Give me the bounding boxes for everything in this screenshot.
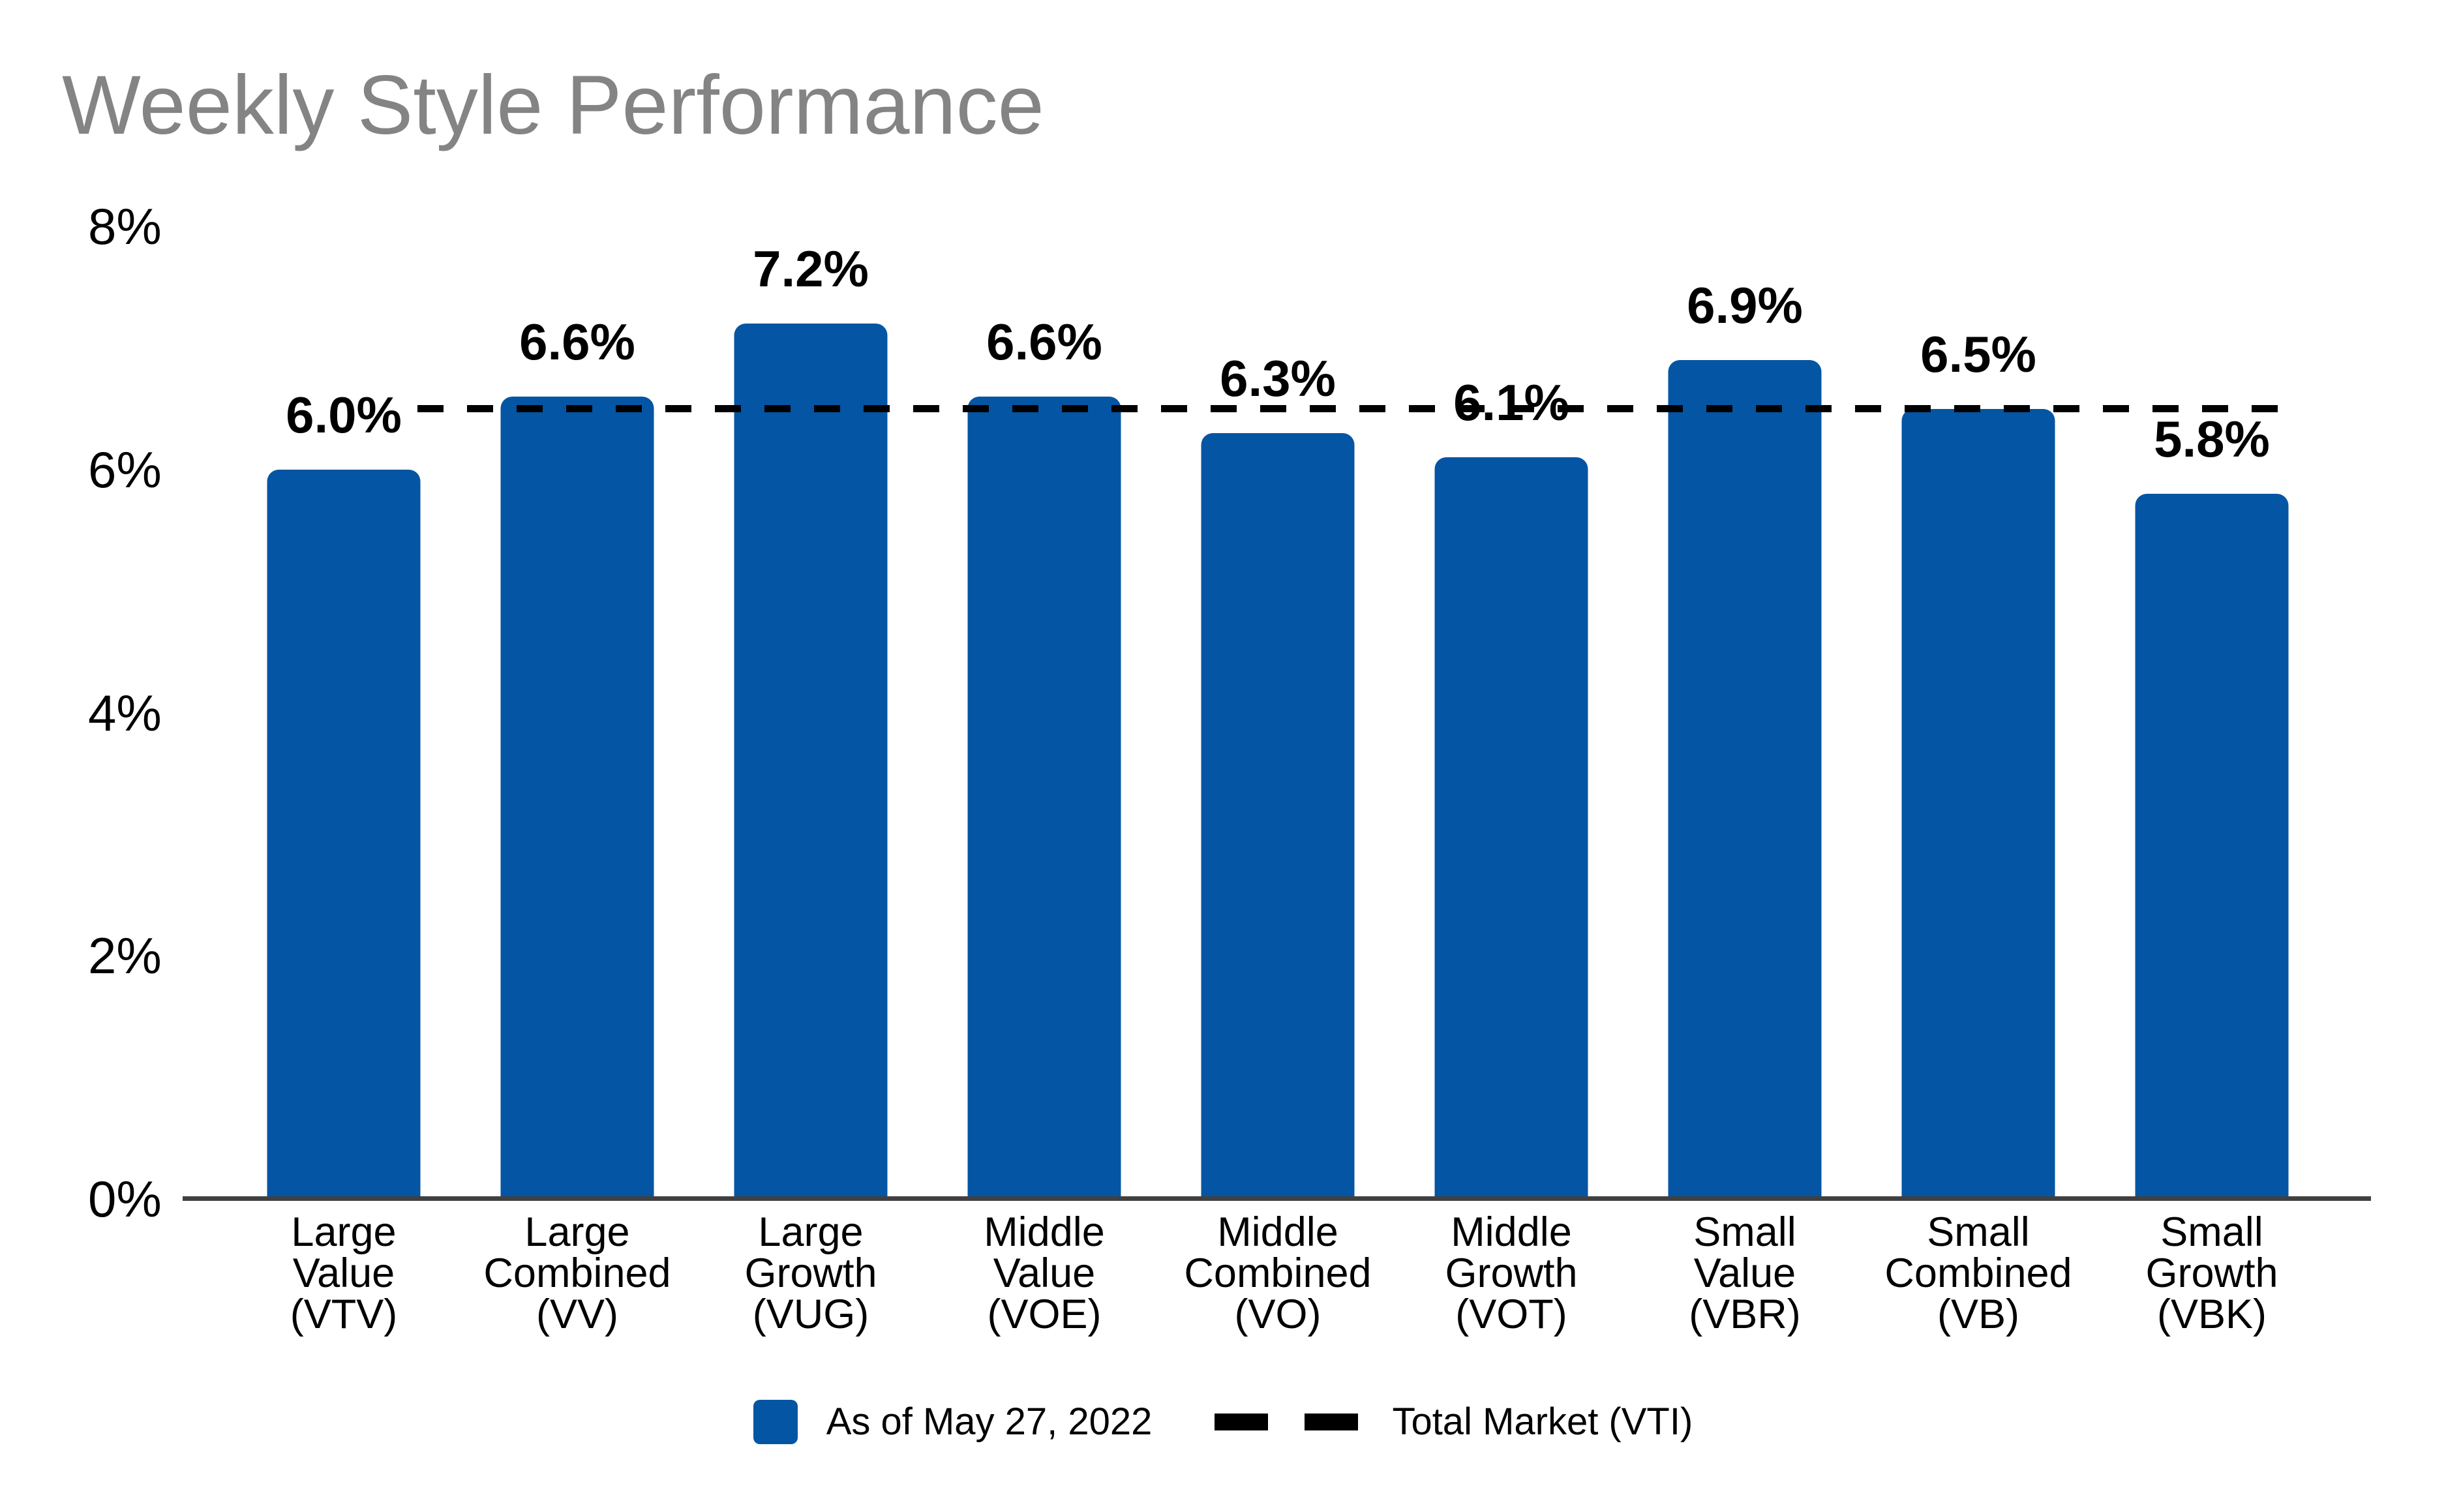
x-tick-label-line: (VV)	[536, 1292, 618, 1337]
total-market-reference-line	[417, 404, 2296, 412]
x-tick-label-line: Middle	[1451, 1209, 1572, 1255]
x-tick-label-line: Value	[292, 1250, 395, 1296]
bar-value-label: 5.8%	[2154, 410, 2270, 468]
x-tick-label: Small Growth (VBK)	[2095, 1212, 2329, 1335]
legend-bar-swatch-icon	[753, 1400, 798, 1444]
x-tick-label: Small Combined (VB)	[1862, 1212, 2095, 1335]
x-tick-label-line: Value	[1693, 1250, 1796, 1296]
bar-small-combined-vb	[1901, 408, 2055, 1199]
bar-large-combined-vv	[500, 396, 654, 1199]
bar-value-label: 6.6%	[986, 312, 1102, 370]
bar-value-label: 6.5%	[1920, 325, 2036, 383]
bar-middle-growth-vot	[1434, 457, 1588, 1199]
x-tick-label: Middle Growth (VOT)	[1395, 1212, 1628, 1335]
legend-line-label: Total Market (VTI)	[1392, 1400, 1693, 1443]
x-tick-label-line: Combined	[1184, 1250, 1372, 1296]
bar-column: 6.6%	[928, 226, 1161, 1199]
x-tick-label-line: Large	[291, 1209, 397, 1255]
plot-area: 6.0% 6.6% 7.2% 6.6% 6.3% 6.1% 6.9% 6.5% 5.8%	[183, 226, 2371, 1201]
bar-small-growth-vbk	[2135, 494, 2289, 1199]
y-tick-label: 8%	[88, 198, 162, 255]
x-tick-label-line: (VUG)	[752, 1292, 869, 1337]
bar-large-value-vtv	[267, 469, 421, 1199]
x-tick-label-line: Small	[1693, 1209, 1796, 1255]
x-axis-labels: Large Value (VTV) Large Combined (VV) Large Gro…	[227, 1212, 2329, 1335]
x-tick-label-line: Small	[1927, 1209, 2030, 1255]
x-tick-label-line: Combined	[483, 1250, 671, 1296]
bar-small-value-vbr	[1668, 360, 1822, 1199]
bar-value-label: 6.1%	[1453, 374, 1569, 432]
x-tick-label: Large Value (VTV)	[227, 1212, 461, 1335]
bar-column: 6.9%	[1628, 226, 1862, 1199]
y-tick-label: 2%	[88, 927, 162, 985]
y-tick-label: 4%	[88, 684, 162, 742]
x-tick-label-line: (VTV)	[290, 1292, 398, 1337]
x-tick-label-line: Growth	[744, 1250, 877, 1296]
x-tick-label-line: Middle	[1217, 1209, 1338, 1255]
x-tick-label: Small Value (VBR)	[1628, 1212, 1862, 1335]
x-tick-label-line: (VB)	[1937, 1292, 2019, 1337]
chart-title: Weekly Style Performance	[62, 59, 1044, 152]
bar-value-label: 6.9%	[1687, 277, 1803, 335]
bar-column: 6.5%	[1862, 226, 2095, 1199]
legend-dashed-line-icon	[1215, 1414, 1359, 1430]
bar-middle-combined-vo	[1201, 432, 1355, 1199]
y-axis: 0% 2% 4% 6% 8%	[88, 201, 258, 1224]
x-tick-label-line: Growth	[1445, 1250, 1578, 1296]
bar-column: 5.8%	[2095, 226, 2329, 1199]
x-tick-label-line: Combined	[1884, 1250, 2072, 1296]
legend: As of May 27, 2022 Total Market (VTI)	[0, 1400, 2446, 1444]
x-tick-label: Middle Value (VOE)	[928, 1212, 1161, 1335]
x-tick-label-line: Large	[758, 1209, 864, 1255]
y-tick-label: 0%	[88, 1170, 162, 1228]
x-tick-label-line: Growth	[2145, 1250, 2278, 1296]
x-tick-label-line: (VBR)	[1689, 1292, 1801, 1337]
bar-column: 6.1%	[1395, 226, 1628, 1199]
legend-bar-label: As of May 27, 2022	[826, 1400, 1153, 1443]
x-tick-label-line: (VO)	[1234, 1292, 1321, 1337]
x-tick-label-line: (VOT)	[1455, 1292, 1567, 1337]
bar-middle-value-voe	[967, 396, 1121, 1199]
x-tick-label-line: Large	[524, 1209, 630, 1255]
x-tick-label-line: Value	[993, 1250, 1096, 1296]
bar-value-label: 6.3%	[1220, 349, 1336, 407]
bar-value-label: 7.2%	[753, 240, 869, 298]
bar-value-label: 6.0%	[286, 386, 402, 444]
x-tick-label: Large Growth (VUG)	[694, 1212, 928, 1335]
bar-column: 7.2%	[694, 226, 928, 1199]
x-tick-label: Large Combined (VV)	[461, 1212, 694, 1335]
x-tick-label-line: (VBK)	[2156, 1292, 2267, 1337]
y-tick-label: 6%	[88, 440, 162, 498]
x-tick-label-line: Small	[2160, 1209, 2263, 1255]
bar-large-growth-vug	[734, 324, 888, 1199]
bar-column: 6.3%	[1161, 226, 1395, 1199]
x-axis-line	[183, 1196, 2371, 1201]
x-tick-label-line: (VOE)	[987, 1292, 1102, 1337]
bars-region: 6.0% 6.6% 7.2% 6.6% 6.3% 6.1% 6.9% 6.5% 5.8%	[227, 226, 2329, 1199]
x-tick-label-line: Middle	[984, 1209, 1105, 1255]
x-tick-label: Middle Combined (VO)	[1161, 1212, 1395, 1335]
bar-value-label: 6.6%	[519, 312, 635, 370]
bar-column: 6.0%	[227, 226, 461, 1199]
bar-column: 6.6%	[461, 226, 694, 1199]
